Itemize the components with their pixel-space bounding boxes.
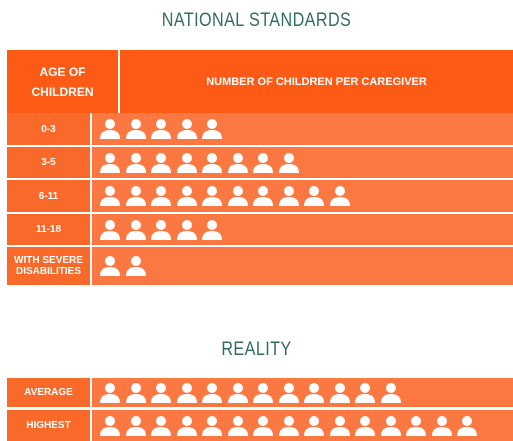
- person-icon: [125, 219, 146, 240]
- row-label: WITH SEVERE DISABILITIES: [7, 247, 90, 285]
- person-icon: [406, 415, 426, 436]
- person-icon: [380, 382, 401, 403]
- header-label: NUMBER OF CHILDREN PER CAREGIVER: [120, 50, 513, 113]
- table-row: 3-5: [7, 147, 513, 178]
- table-row: WITH SEVERE DISABILITIES: [7, 247, 513, 285]
- person-icon: [202, 415, 222, 436]
- person-icon: [355, 382, 375, 403]
- row-label: HIGHEST: [7, 410, 90, 441]
- person-icon: [227, 415, 248, 436]
- header-row: AGE OF CHILDREN NUMBER OF CHILDREN PER CA…: [7, 50, 513, 113]
- person-icon: [329, 186, 350, 206]
- person-icon: [151, 219, 171, 240]
- person-icon: [304, 186, 324, 206]
- person-icon: [253, 382, 273, 403]
- section-title: NATIONAL STANDARDS: [161, 10, 352, 31]
- person-icon: [100, 219, 120, 240]
- person-icon: [176, 186, 197, 206]
- person-icon: [278, 415, 299, 436]
- section-title: REALITY: [221, 339, 292, 360]
- icon-cell: [92, 113, 513, 145]
- table-row: 0-3: [7, 113, 513, 145]
- person-icon: [202, 219, 222, 240]
- person-icon: [202, 152, 222, 173]
- table-row: 11-18: [7, 214, 513, 245]
- row-label: 3-5: [7, 147, 90, 178]
- person-icon: [151, 186, 171, 206]
- person-icon: [253, 152, 273, 173]
- icon-cell: [92, 378, 513, 407]
- icon-cell: [92, 214, 513, 245]
- row-label: 11-18: [7, 214, 90, 245]
- person-icon: [253, 186, 273, 206]
- icon-cell: [92, 410, 513, 441]
- person-icon: [125, 119, 146, 139]
- person-icon: [151, 119, 171, 139]
- person-icon: [457, 415, 477, 436]
- icon-cell: [92, 247, 513, 285]
- person-icon: [100, 415, 120, 436]
- person-icon: [304, 382, 324, 403]
- row-label: 6-11: [7, 180, 90, 212]
- person-icon: [329, 382, 350, 403]
- person-icon: [202, 382, 222, 403]
- person-icon: [380, 415, 401, 436]
- person-icon: [125, 415, 146, 436]
- table-row: HIGHEST: [7, 410, 513, 441]
- person-icon: [202, 186, 222, 206]
- header-label: AGE OF CHILDREN: [7, 50, 118, 113]
- person-icon: [176, 152, 197, 173]
- person-icon: [125, 382, 146, 403]
- table-row: AVERAGE: [7, 378, 513, 407]
- person-icon: [100, 152, 120, 173]
- icon-cell: [92, 147, 513, 178]
- person-icon: [227, 382, 248, 403]
- person-icon: [355, 415, 375, 436]
- person-icon: [100, 382, 120, 403]
- person-icon: [151, 382, 171, 403]
- person-icon: [253, 415, 273, 436]
- person-icon: [176, 382, 197, 403]
- person-icon: [100, 119, 120, 139]
- person-icon: [100, 186, 120, 206]
- person-icon: [176, 415, 197, 436]
- row-label: 0-3: [7, 113, 90, 145]
- icon-cell: [92, 180, 513, 212]
- person-icon: [278, 186, 299, 206]
- person-icon: [304, 415, 324, 436]
- person-icon: [278, 382, 299, 403]
- person-icon: [329, 415, 350, 436]
- person-icon: [125, 186, 146, 206]
- person-icon: [227, 186, 248, 206]
- table-row: 6-11: [7, 180, 513, 212]
- person-icon: [125, 152, 146, 173]
- person-icon: [176, 119, 197, 139]
- person-icon: [176, 219, 197, 240]
- person-icon: [125, 256, 146, 276]
- person-icon: [278, 152, 299, 173]
- person-icon: [227, 152, 248, 173]
- person-icon: [151, 415, 171, 436]
- row-label: AVERAGE: [7, 378, 90, 407]
- person-icon: [151, 152, 171, 173]
- person-icon: [202, 119, 222, 139]
- person-icon: [431, 415, 452, 436]
- person-icon: [100, 256, 120, 276]
